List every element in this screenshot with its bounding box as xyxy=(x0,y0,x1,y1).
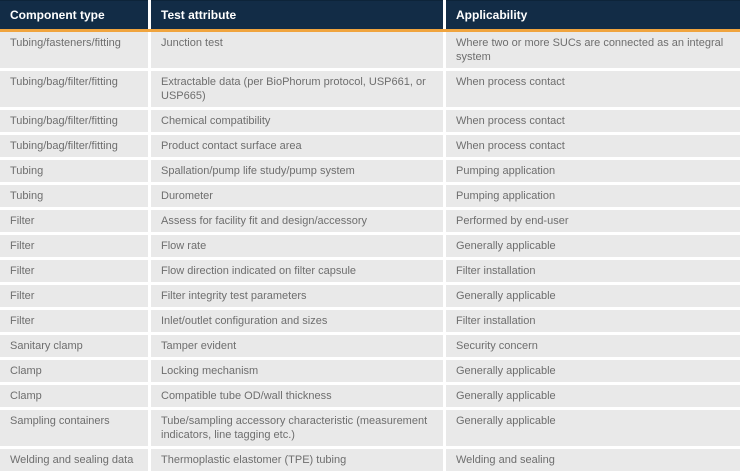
cell-applicability: Pumping application xyxy=(446,185,740,207)
cell-component-type: Clamp xyxy=(0,360,148,382)
table-row: Filter Filter integrity test parameters … xyxy=(0,285,740,307)
cell-test-attribute: Filter integrity test parameters xyxy=(151,285,443,307)
table-row: Welding and sealing data Thermoplastic e… xyxy=(0,449,740,471)
cell-component-type: Filter xyxy=(0,285,148,307)
cell-component-type: Filter xyxy=(0,310,148,332)
cell-test-attribute: Flow direction indicated on filter capsu… xyxy=(151,260,443,282)
table-row: Tubing Durometer Pumping application xyxy=(0,185,740,207)
cell-component-type: Tubing xyxy=(0,185,148,207)
cell-test-attribute: Extractable data (per BioPhorum protocol… xyxy=(151,71,443,107)
table-row: Filter Inlet/outlet configuration and si… xyxy=(0,310,740,332)
cell-component-type: Tubing/bag/filter/fitting xyxy=(0,110,148,132)
cell-applicability: When process contact xyxy=(446,135,740,157)
table-row: Filter Flow rate Generally applicable xyxy=(0,235,740,257)
cell-applicability: Performed by end-user xyxy=(446,210,740,232)
cell-test-attribute: Assess for facility fit and design/acces… xyxy=(151,210,443,232)
cell-component-type: Welding and sealing data xyxy=(0,449,148,471)
cell-applicability: Generally applicable xyxy=(446,360,740,382)
header-accent-bar xyxy=(0,29,740,32)
cell-applicability: Welding and sealing xyxy=(446,449,740,471)
table-row: Sanitary clamp Tamper evident Security c… xyxy=(0,335,740,357)
cell-component-type: Filter xyxy=(0,260,148,282)
table-row: Tubing/bag/filter/fitting Product contac… xyxy=(0,135,740,157)
cell-test-attribute: Tamper evident xyxy=(151,335,443,357)
cell-test-attribute: Locking mechanism xyxy=(151,360,443,382)
cell-test-attribute: Inlet/outlet configuration and sizes xyxy=(151,310,443,332)
table-row: Clamp Compatible tube OD/wall thickness … xyxy=(0,385,740,407)
cell-component-type: Tubing xyxy=(0,160,148,182)
cell-component-type: Sampling containers xyxy=(0,410,148,446)
table-row: Tubing/fasteners/fitting Junction test W… xyxy=(0,32,740,68)
cell-applicability: Generally applicable xyxy=(446,410,740,446)
table-row: Filter Flow direction indicated on filte… xyxy=(0,260,740,282)
cell-component-type: Tubing/bag/filter/fitting xyxy=(0,71,148,107)
table-header-row: Component type Test attribute Applicabil… xyxy=(0,0,740,29)
cell-component-type: Sanitary clamp xyxy=(0,335,148,357)
cell-test-attribute: Durometer xyxy=(151,185,443,207)
cell-applicability: When process contact xyxy=(446,110,740,132)
cell-applicability: Filter installation xyxy=(446,310,740,332)
cell-test-attribute: Spallation/pump life study/pump system xyxy=(151,160,443,182)
cell-test-attribute: Tube/sampling accessory characteristic (… xyxy=(151,410,443,446)
table-row: Tubing/bag/filter/fitting Chemical compa… xyxy=(0,110,740,132)
cell-test-attribute: Compatible tube OD/wall thickness xyxy=(151,385,443,407)
cell-component-type: Filter xyxy=(0,235,148,257)
cell-applicability: When process contact xyxy=(446,71,740,107)
cell-applicability: Pumping application xyxy=(446,160,740,182)
cell-test-attribute: Junction test xyxy=(151,32,443,68)
cell-applicability: Generally applicable xyxy=(446,235,740,257)
cell-applicability: Where two or more SUCs are connected as … xyxy=(446,32,740,68)
table-row: Filter Assess for facility fit and desig… xyxy=(0,210,740,232)
table-row: Sampling containers Tube/sampling access… xyxy=(0,410,740,446)
table-row: Tubing/bag/filter/fitting Extractable da… xyxy=(0,71,740,107)
cell-test-attribute: Chemical compatibility xyxy=(151,110,443,132)
cell-test-attribute: Flow rate xyxy=(151,235,443,257)
table-row: Tubing Spallation/pump life study/pump s… xyxy=(0,160,740,182)
header-cell-test-attribute: Test attribute xyxy=(151,0,443,29)
cell-applicability: Filter installation xyxy=(446,260,740,282)
cell-test-attribute: Product contact surface area xyxy=(151,135,443,157)
cell-applicability: Security concern xyxy=(446,335,740,357)
cell-applicability: Generally applicable xyxy=(446,385,740,407)
header-cell-applicability: Applicability xyxy=(446,0,740,29)
cell-component-type: Tubing/bag/filter/fitting xyxy=(0,135,148,157)
cell-component-type: Clamp xyxy=(0,385,148,407)
cell-component-type: Tubing/fasteners/fitting xyxy=(0,32,148,68)
cell-applicability: Generally applicable xyxy=(446,285,740,307)
header-cell-component-type: Component type xyxy=(0,0,148,29)
cell-component-type: Filter xyxy=(0,210,148,232)
table-row: Clamp Locking mechanism Generally applic… xyxy=(0,360,740,382)
cell-test-attribute: Thermoplastic elastomer (TPE) tubing xyxy=(151,449,443,471)
